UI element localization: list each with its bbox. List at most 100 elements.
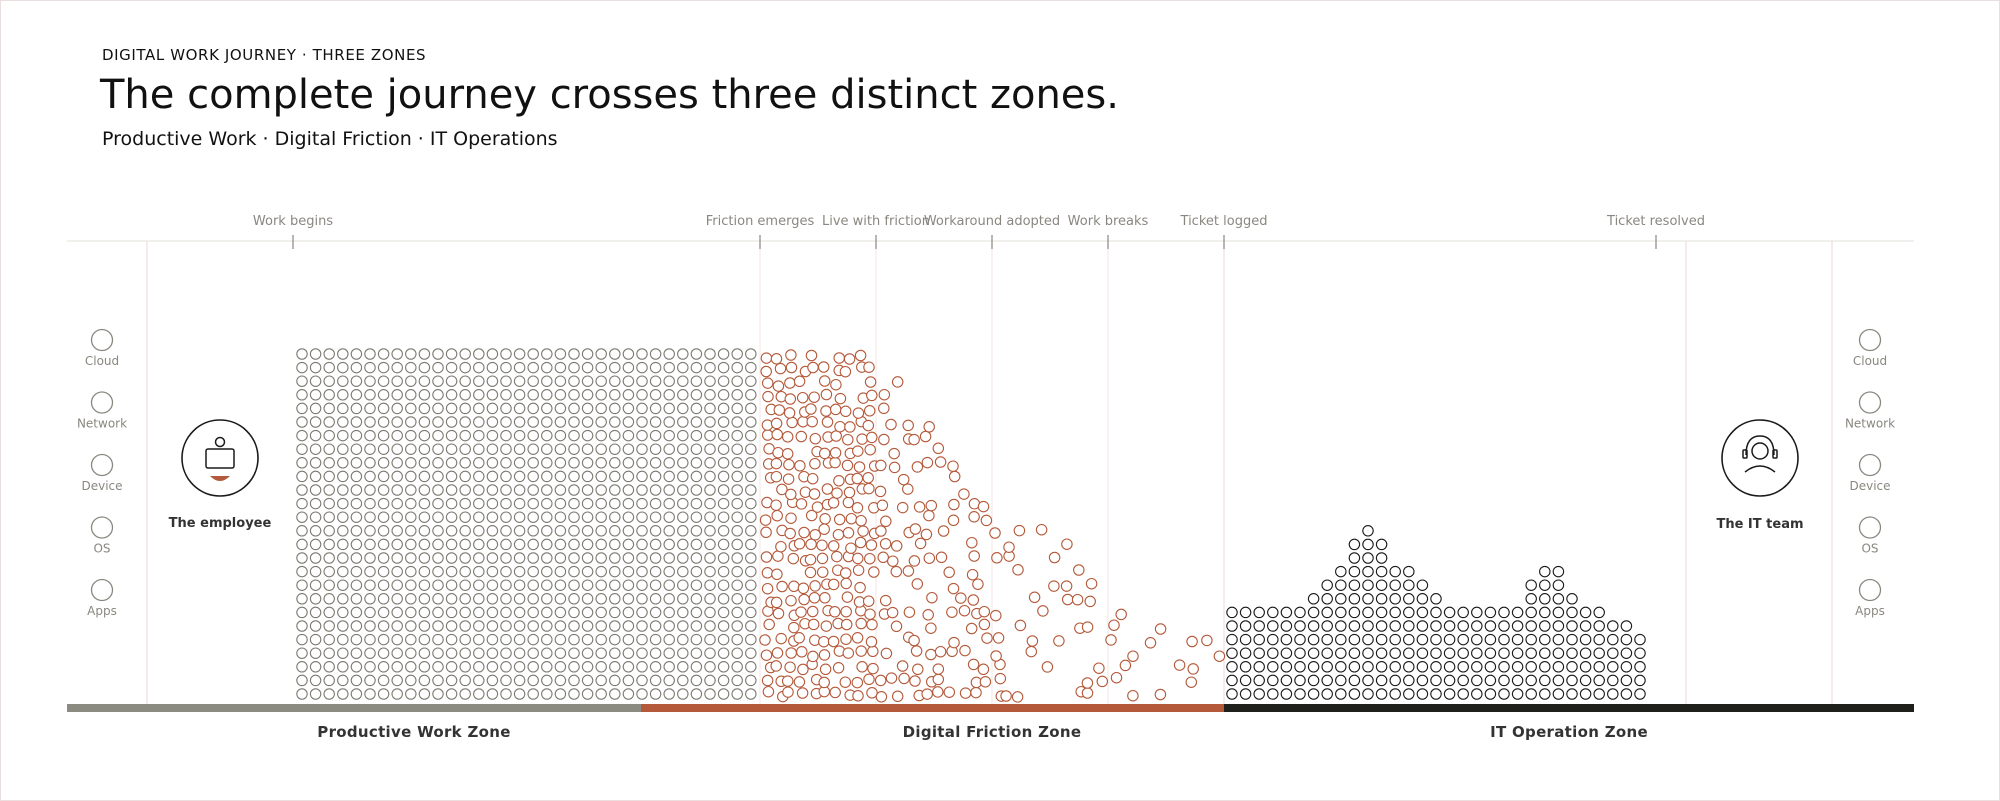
productive-dot	[731, 457, 743, 469]
productive-dot	[377, 565, 390, 578]
it-dot	[1267, 661, 1279, 673]
friction-dot	[770, 457, 783, 470]
productive-dot	[745, 457, 757, 469]
productive-dot	[377, 688, 390, 700]
productive-dot	[486, 375, 499, 387]
productive-dot	[350, 348, 363, 360]
productive-dot	[622, 620, 635, 632]
productive-dot	[309, 620, 322, 632]
productive-dot	[677, 620, 689, 632]
productive-dot	[636, 484, 648, 496]
productive-dot	[405, 361, 417, 374]
productive-dot	[541, 484, 553, 496]
it-dot	[1579, 633, 1592, 646]
productive-dot	[541, 525, 553, 537]
productive-dot	[554, 429, 567, 442]
productive-dot	[459, 538, 471, 551]
friction-dot	[978, 605, 991, 618]
productive-dot	[677, 511, 689, 523]
productive-dot	[745, 497, 757, 510]
milestone-work-breaks: Work breaks	[1068, 214, 1149, 229]
productive-dot	[595, 565, 607, 578]
productive-dot	[337, 674, 349, 687]
productive-dot	[418, 688, 431, 700]
it-dot	[1375, 538, 1388, 551]
productive-dot	[364, 402, 376, 415]
it-dot	[1430, 674, 1442, 687]
page-subtitle: Productive Work · Digital Friction · IT …	[102, 128, 558, 150]
productive-dot	[704, 525, 716, 537]
zone-bar-friction	[641, 704, 1224, 712]
productive-dot	[377, 416, 390, 428]
productive-dot	[527, 429, 539, 442]
productive-dot	[473, 416, 485, 428]
productive-dot	[337, 538, 349, 551]
milestone-workaround-adopted: Workaround adopted	[924, 214, 1060, 229]
productive-dot	[595, 647, 607, 659]
layer-cloud-icon	[1858, 328, 1882, 352]
productive-dot	[309, 429, 322, 442]
productive-dot	[663, 511, 675, 523]
it-dot	[1566, 647, 1578, 659]
it-dot	[1457, 674, 1469, 687]
it-dot	[1620, 688, 1633, 700]
productive-dot	[377, 402, 390, 415]
productive-dot	[459, 647, 471, 659]
friction-dot	[1053, 635, 1065, 647]
productive-dot	[405, 511, 417, 523]
productive-dot	[554, 552, 567, 564]
productive-dot	[636, 579, 648, 591]
friction-dot	[922, 609, 934, 621]
productive-dot	[337, 402, 349, 415]
productive-dot	[595, 470, 607, 483]
productive-dot	[486, 497, 499, 510]
it-dot	[1348, 661, 1361, 673]
friction-dot	[840, 577, 852, 590]
it-dot	[1484, 606, 1497, 619]
friction-dot	[821, 483, 834, 495]
productive-dot	[486, 606, 499, 619]
friction-dot	[972, 578, 984, 590]
it-team-actor: The IT team	[1716, 419, 1804, 532]
productive-dot	[541, 470, 553, 483]
productive-dot	[609, 620, 621, 632]
productive-dot	[418, 511, 431, 523]
productive-dot	[595, 688, 607, 700]
productive-dot	[527, 620, 539, 632]
productive-dot	[377, 538, 390, 551]
productive-dot	[391, 552, 403, 564]
productive-dot	[581, 538, 594, 551]
productive-dot	[731, 416, 743, 428]
productive-dot	[554, 633, 567, 646]
productive-dot	[513, 606, 526, 619]
productive-dot	[622, 688, 635, 700]
productive-dot	[595, 497, 607, 510]
productive-dot	[296, 470, 308, 483]
productive-dot	[527, 538, 539, 551]
productive-dot	[377, 484, 390, 496]
friction-dot	[795, 498, 808, 510]
friction-dot	[770, 417, 783, 430]
productive-dot	[690, 375, 703, 387]
productive-dot	[595, 511, 607, 523]
it-dot	[1498, 674, 1510, 687]
productive-dot	[309, 361, 322, 374]
productive-dot	[473, 484, 485, 496]
friction-dot	[805, 403, 817, 415]
productive-dot	[391, 661, 403, 673]
it-dot	[1362, 552, 1374, 564]
friction-dot	[967, 594, 980, 606]
productive-dot	[554, 674, 567, 687]
friction-dot	[866, 389, 878, 402]
productive-dot	[704, 443, 716, 455]
productive-dot	[636, 497, 648, 510]
friction-dot	[841, 591, 854, 603]
page-title: The complete journey crosses three disti…	[100, 72, 1119, 118]
productive-dot	[568, 538, 580, 551]
productive-dot	[677, 647, 689, 659]
productive-dot	[296, 552, 308, 564]
it-dot	[1348, 674, 1361, 687]
productive-dot	[527, 674, 539, 687]
productive-dot	[649, 579, 662, 591]
friction-dot	[879, 594, 892, 607]
